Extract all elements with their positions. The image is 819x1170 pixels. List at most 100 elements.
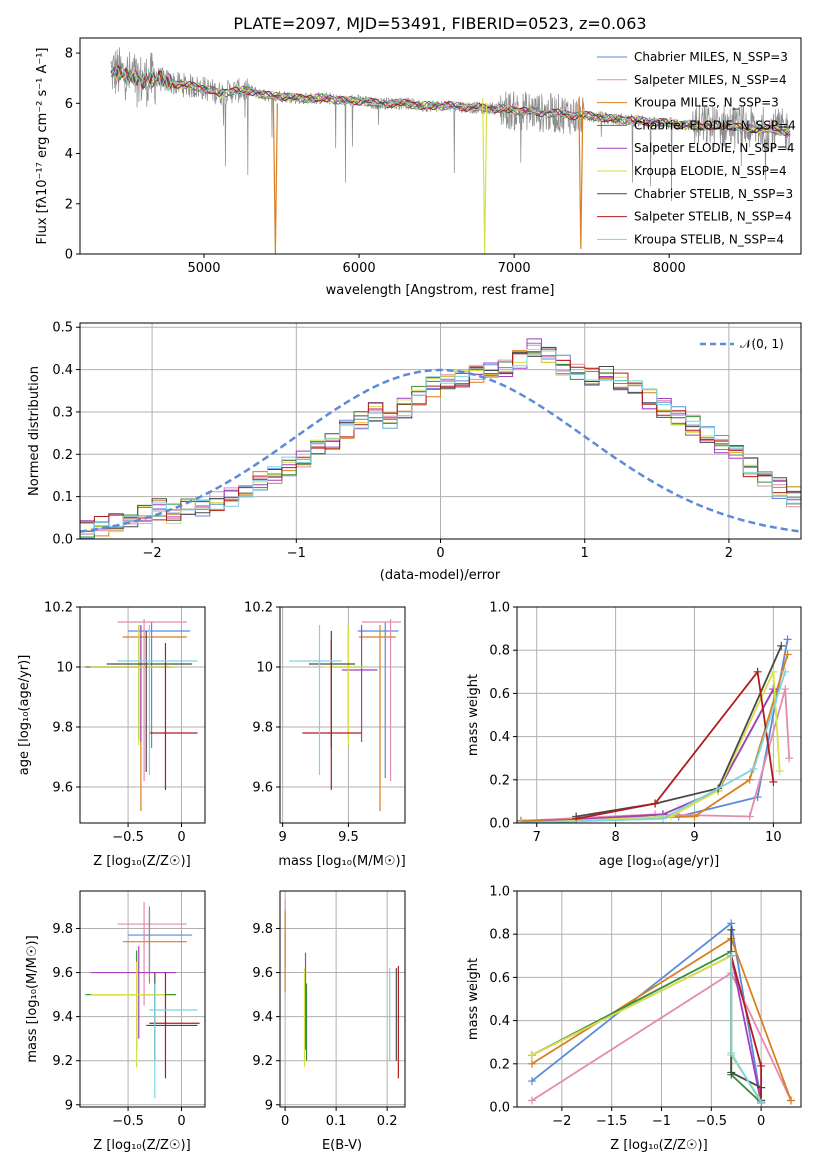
series-line-chabrier-stelib — [576, 645, 783, 818]
model-dip-line — [482, 98, 488, 254]
mass-weight-vs-metallicity-xlabel: Z [log₁₀(Z/Z☉)] — [610, 1138, 707, 1153]
plus-marker — [757, 1083, 766, 1092]
x-tick-label: −0.5 — [112, 1114, 144, 1129]
y-tick-label: 0.1 — [52, 490, 73, 505]
plus-marker — [781, 667, 790, 676]
gaussian-legend-label: 𝒩(0, 1) — [740, 337, 784, 351]
y-tick-label: 0.4 — [489, 730, 510, 745]
spectrum-xlabel: wavelength [Angstrom, rest frame] — [326, 283, 555, 298]
y-tick-label: 0.3 — [52, 405, 73, 420]
age-vs-metallicity-xlabel: Z [log₁₀(Z/Z☉)] — [93, 854, 190, 869]
x-tick-label: 8 — [611, 830, 619, 845]
x-tick-label: 9 — [278, 830, 286, 845]
mass-vs-metallicity-xlabel: Z [log₁₀(Z/Z☉)] — [93, 1138, 190, 1153]
plus-marker — [753, 667, 762, 676]
mass-vs-extinction-xlabel: E(B-V) — [322, 1138, 362, 1153]
mass-vs-extinction-panel: 0 0.1 0.2 9 9.2 9.4 9.6 9.8 E(B-V) — [252, 890, 406, 1153]
age-vs-mass-plot-area: 9 9.5 9.6 9.8 10 10.2 — [244, 601, 405, 845]
plus-marker — [527, 1059, 536, 1068]
plus-marker — [745, 812, 754, 821]
x-tick-label: 2 — [725, 546, 733, 561]
plus-marker — [651, 799, 660, 808]
mass-weight-vs-metallicity-plot-area: −2 −1.5 −1 −0.5 0 0.0 0.2 0.4 0.6 0.8 1.0 — [489, 885, 801, 1129]
age-vs-metallicity-frame — [79, 606, 206, 824]
y-tick-label: 9.6 — [252, 966, 273, 981]
x-tick-label: 9 — [690, 830, 698, 845]
age-vs-metallicity-panel: −0.5 0 9.6 9.8 10 10.2 Z [log₁₀(Z/Z☉)] age [l… — [17, 601, 206, 869]
plus-marker — [527, 1077, 536, 1086]
age-vs-mass-panel: 9 9.5 9.6 9.8 10 10.2 mass [log₁₀(M/M☉)] — [244, 601, 406, 870]
mass-weight-vs-age-plot-area: 7 8 9 10 0.0 0.2 0.4 0.6 0.8 1.0 — [489, 601, 801, 845]
gaussian-curve — [80, 368, 801, 533]
plus-marker — [517, 819, 525, 823]
plus-marker — [690, 812, 699, 821]
plus-marker — [745, 775, 754, 784]
legend-label-kroupa-miles: Kroupa MILES, N_SSP=3 — [634, 96, 779, 110]
y-tick-label: 9.8 — [252, 922, 273, 937]
plus-marker — [749, 765, 758, 773]
y-tick-label: 0.2 — [489, 773, 510, 788]
y-tick-label: 0.8 — [489, 928, 510, 943]
age-vs-metallicity-plot-area: −0.5 0 9.6 9.8 10 10.2 — [44, 601, 205, 845]
series-line-chabrier-miles — [520, 639, 789, 822]
y-tick-label: 0.6 — [489, 971, 510, 986]
y-tick-label: 6 — [65, 97, 73, 112]
legend-label-kroupa-elodie: Kroupa ELODIE, N_SSP=4 — [634, 164, 787, 178]
spectrum-plot-area: 5000 6000 7000 8000 0 2 4 6 8 — [65, 47, 791, 276]
y-tick-label: 9.8 — [252, 721, 273, 736]
plus-marker — [527, 1051, 536, 1060]
plus-marker — [769, 777, 778, 786]
age-vs-metallicity-ylabel: age [log₁₀(age/yr)] — [17, 655, 32, 776]
y-tick-label: 10.2 — [244, 601, 273, 616]
y-tick-label: 9.8 — [52, 721, 73, 736]
plus-marker — [769, 685, 778, 694]
y-tick-label: 9.4 — [252, 1010, 273, 1025]
y-tick-label: 9.6 — [52, 966, 73, 981]
x-tick-label: 0.2 — [377, 1114, 398, 1129]
x-tick-label: −0.5 — [112, 830, 144, 845]
series-line-salpeter-stelib — [730, 955, 762, 1103]
plus-marker — [775, 767, 784, 776]
x-tick-label: 7 — [533, 830, 541, 845]
legend-label-chabrier-stelib: Chabrier STELIB, N_SSP=3 — [634, 187, 793, 201]
histogram-step-kroupa-stelib — [80, 350, 801, 535]
x-tick-label: 9.5 — [338, 830, 359, 845]
clipped-group — [289, 619, 402, 811]
y-tick-label: 0 — [65, 248, 73, 263]
clipped-group — [110, 47, 791, 254]
model-dip-line — [578, 98, 584, 249]
y-tick-label: 0.0 — [489, 817, 510, 832]
y-tick-label: 9.2 — [52, 1054, 73, 1069]
series-line-salpeter-stelib — [576, 669, 775, 820]
x-tick-label: −1.5 — [596, 1114, 628, 1129]
y-tick-label: 8 — [65, 47, 73, 62]
spectrum-title: PLATE=2097, MJD=53491, FIBERID=0523, z=0… — [233, 14, 646, 33]
y-tick-label: 9.6 — [252, 781, 273, 796]
residual-panel: −2 −1 0 1 2 0.0 0.1 0.2 0.3 0.4 0.5 (data-model)/e… — [27, 321, 802, 583]
mass-vs-metallicity-panel: −0.5 0 9 9.2 9.4 9.6 9.8 Z [log₁₀(Z/Z☉)] mass … — [25, 890, 206, 1153]
age-vs-mass-xlabel: mass [log₁₀(M/M☉)] — [278, 854, 405, 869]
plus-marker — [727, 925, 736, 934]
plus-marker — [787, 1096, 796, 1105]
plus-marker — [727, 1049, 736, 1057]
mass-vs-extinction-plot-area: 0 0.1 0.2 9 9.2 9.4 9.6 9.8 — [252, 891, 405, 1129]
y-tick-label: 0.0 — [489, 1101, 510, 1116]
legend-label-salpeter-miles: Salpeter MILES, N_SSP=4 — [634, 73, 787, 87]
series-line-salpeter-elodie — [520, 688, 775, 823]
x-tick-label: −1 — [652, 1114, 671, 1129]
plus-marker — [527, 1096, 536, 1105]
mass-weight-vs-age-frame — [516, 606, 802, 824]
x-tick-label: 0.1 — [326, 1114, 347, 1129]
x-tick-label: 10 — [765, 830, 782, 845]
y-tick-label: 9.6 — [52, 781, 73, 796]
plus-marker — [781, 685, 790, 694]
plus-marker — [727, 951, 736, 960]
mass-weight-vs-metallicity-ylabel: mass weight — [466, 958, 481, 1040]
y-tick-label: 4 — [65, 147, 73, 162]
y-tick-label: 10 — [256, 661, 273, 676]
y-tick-label: 0.2 — [489, 1057, 510, 1072]
mass-vs-metallicity-frame — [79, 890, 206, 1108]
spectrum-frame — [79, 37, 802, 255]
y-tick-label: 0.6 — [489, 687, 510, 702]
